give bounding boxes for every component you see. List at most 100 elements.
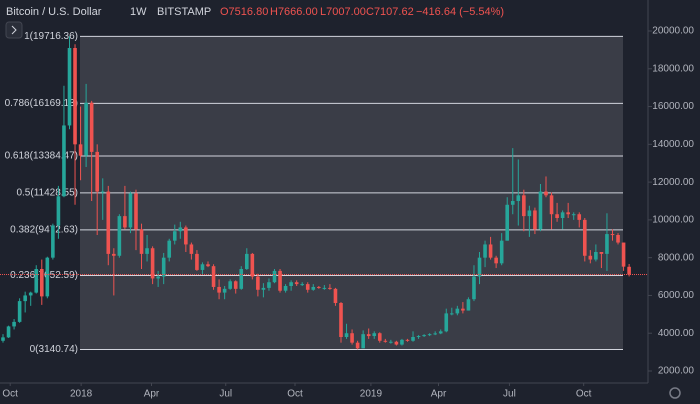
- candle-body: [527, 210, 532, 217]
- candle-body: [383, 340, 388, 342]
- candles: [0, 36, 648, 350]
- candle-body: [51, 225, 55, 258]
- candle-body: [217, 286, 221, 293]
- candle-body: [278, 270, 282, 291]
- candle-body: [582, 219, 587, 256]
- interval: 1W: [130, 6, 147, 18]
- candle-body: [222, 288, 227, 293]
- fib-label: 1(19716.36): [24, 31, 78, 42]
- y-tick-label: 16000.00: [652, 101, 694, 112]
- candle-body: [505, 204, 510, 241]
- candle-body: [477, 257, 482, 277]
- candle-body: [311, 286, 316, 290]
- candle-body: [499, 240, 504, 264]
- fib-label: 0.236(7052.59): [10, 270, 78, 281]
- x-tick-label: Oct: [287, 389, 303, 400]
- candle-body: [594, 252, 598, 260]
- candle-body: [161, 257, 166, 277]
- candle-body: [239, 269, 244, 289]
- candle-body: [411, 337, 415, 341]
- header: Bitcoin / U.S. Dollar 1W BITSTAMP O7516.…: [6, 6, 504, 18]
- settings-button[interactable]: [669, 387, 681, 399]
- fib-label: 0.5(11428.55): [16, 188, 78, 199]
- candle-body: [134, 193, 138, 230]
- candle-body: [438, 331, 443, 334]
- candle-body: [433, 333, 437, 335]
- candle-body: [544, 191, 548, 196]
- price-axis: [648, 0, 700, 404]
- symbol: Bitcoin / U.S. Dollar: [6, 6, 102, 18]
- candle-body: [272, 270, 277, 283]
- fib-label: 0.618(13384.47): [5, 151, 78, 162]
- candle-body: [538, 191, 543, 230]
- candle-body: [73, 48, 77, 145]
- candle-body: [516, 195, 521, 201]
- legend-close: C7107.62: [366, 6, 414, 18]
- candle-body: [145, 248, 149, 254]
- y-tick-label: 18000.00: [652, 63, 694, 74]
- candle-body: [128, 193, 133, 228]
- x-tick-label: Apr: [144, 389, 160, 400]
- candle-body: [189, 244, 194, 254]
- exchange: BITSTAMP: [157, 6, 211, 18]
- candle-body: [195, 253, 199, 270]
- fib-label: 0.786(16169.13): [5, 98, 78, 109]
- candle-body: [366, 334, 371, 337]
- candle-body: [405, 339, 410, 341]
- candle-body: [294, 282, 299, 285]
- candle-body: [95, 151, 99, 192]
- candle-body: [6, 326, 11, 338]
- candle-body: [588, 255, 593, 260]
- candle-body: [560, 212, 565, 218]
- x-tick-label: Oct: [2, 389, 18, 400]
- candle-body: [84, 102, 88, 156]
- candle-body: [244, 253, 249, 269]
- candle-body: [566, 212, 570, 215]
- candle-body: [289, 282, 293, 286]
- x-tick-label: Jul: [503, 389, 516, 400]
- candle-body: [1, 337, 5, 341]
- candle-body: [483, 244, 487, 258]
- candle-body: [123, 216, 127, 228]
- candle-body: [34, 269, 39, 293]
- y-tick-label: 14000.00: [652, 139, 694, 150]
- candle-body: [610, 234, 615, 236]
- candle-body: [621, 242, 626, 267]
- candle-body: [23, 295, 27, 302]
- candle-body: [450, 313, 454, 315]
- candle-body: [184, 227, 188, 245]
- x-tick-label: 2018: [70, 389, 93, 400]
- candle-body: [389, 341, 393, 343]
- candle-body: [400, 339, 404, 345]
- legend-open: O7516.80: [220, 6, 268, 18]
- expand-button[interactable]: [5, 21, 23, 39]
- candle-body: [344, 333, 349, 337]
- y-tick-label: 2000.00: [658, 366, 695, 377]
- y-tick-label: 12000.00: [652, 177, 694, 188]
- candle-body: [472, 276, 476, 300]
- candle-body: [605, 234, 609, 254]
- candle-body: [372, 333, 377, 337]
- candle-body: [28, 292, 33, 296]
- candle-body: [62, 125, 66, 197]
- x-tick-label: Jul: [219, 389, 232, 400]
- y-tick-label: 6000.00: [658, 290, 695, 301]
- candle-body: [355, 342, 360, 349]
- candle-body: [78, 144, 83, 156]
- legend-high: H7666.00: [270, 6, 318, 18]
- y-tick-label: 8000.00: [658, 252, 695, 263]
- candle-body: [394, 341, 399, 345]
- candle-body: [17, 301, 22, 322]
- x-tick-label: Oct: [576, 389, 592, 400]
- candle-body: [256, 276, 260, 290]
- candle-body: [427, 334, 432, 336]
- candle-body: [178, 227, 183, 232]
- legend-change: −416.64 (−5.54%): [416, 6, 504, 18]
- y-tick-label: 10000.00: [652, 215, 694, 226]
- candle-body: [250, 253, 255, 277]
- candle-body: [56, 196, 61, 226]
- candle-body: [167, 240, 172, 258]
- x-tick-label: Apr: [431, 389, 447, 400]
- candle-body: [305, 284, 310, 290]
